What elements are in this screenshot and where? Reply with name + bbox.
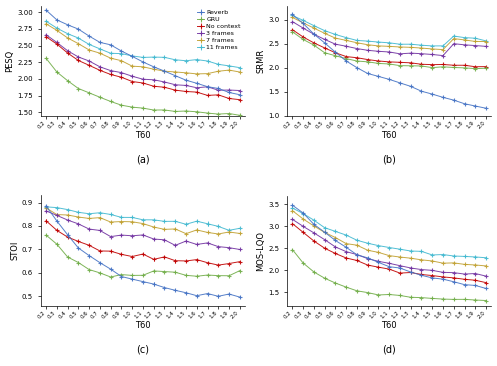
Text: (b): (b) <box>382 154 396 164</box>
X-axis label: T60: T60 <box>381 131 397 140</box>
X-axis label: T60: T60 <box>135 131 151 140</box>
Text: (a): (a) <box>136 154 150 164</box>
Y-axis label: STOI: STOI <box>10 241 19 260</box>
X-axis label: T60: T60 <box>135 321 151 330</box>
Y-axis label: MOS-LQO: MOS-LQO <box>256 231 265 270</box>
Y-axis label: PESQ: PESQ <box>5 49 14 72</box>
Y-axis label: SRMR: SRMR <box>256 48 265 73</box>
Text: (d): (d) <box>382 344 396 354</box>
Text: (c): (c) <box>137 344 150 354</box>
X-axis label: T60: T60 <box>381 321 397 330</box>
Legend: Reverb, GRU, No context, 3 frames, 7 frames, 11 frames: Reverb, GRU, No context, 3 frames, 7 fra… <box>196 9 242 51</box>
